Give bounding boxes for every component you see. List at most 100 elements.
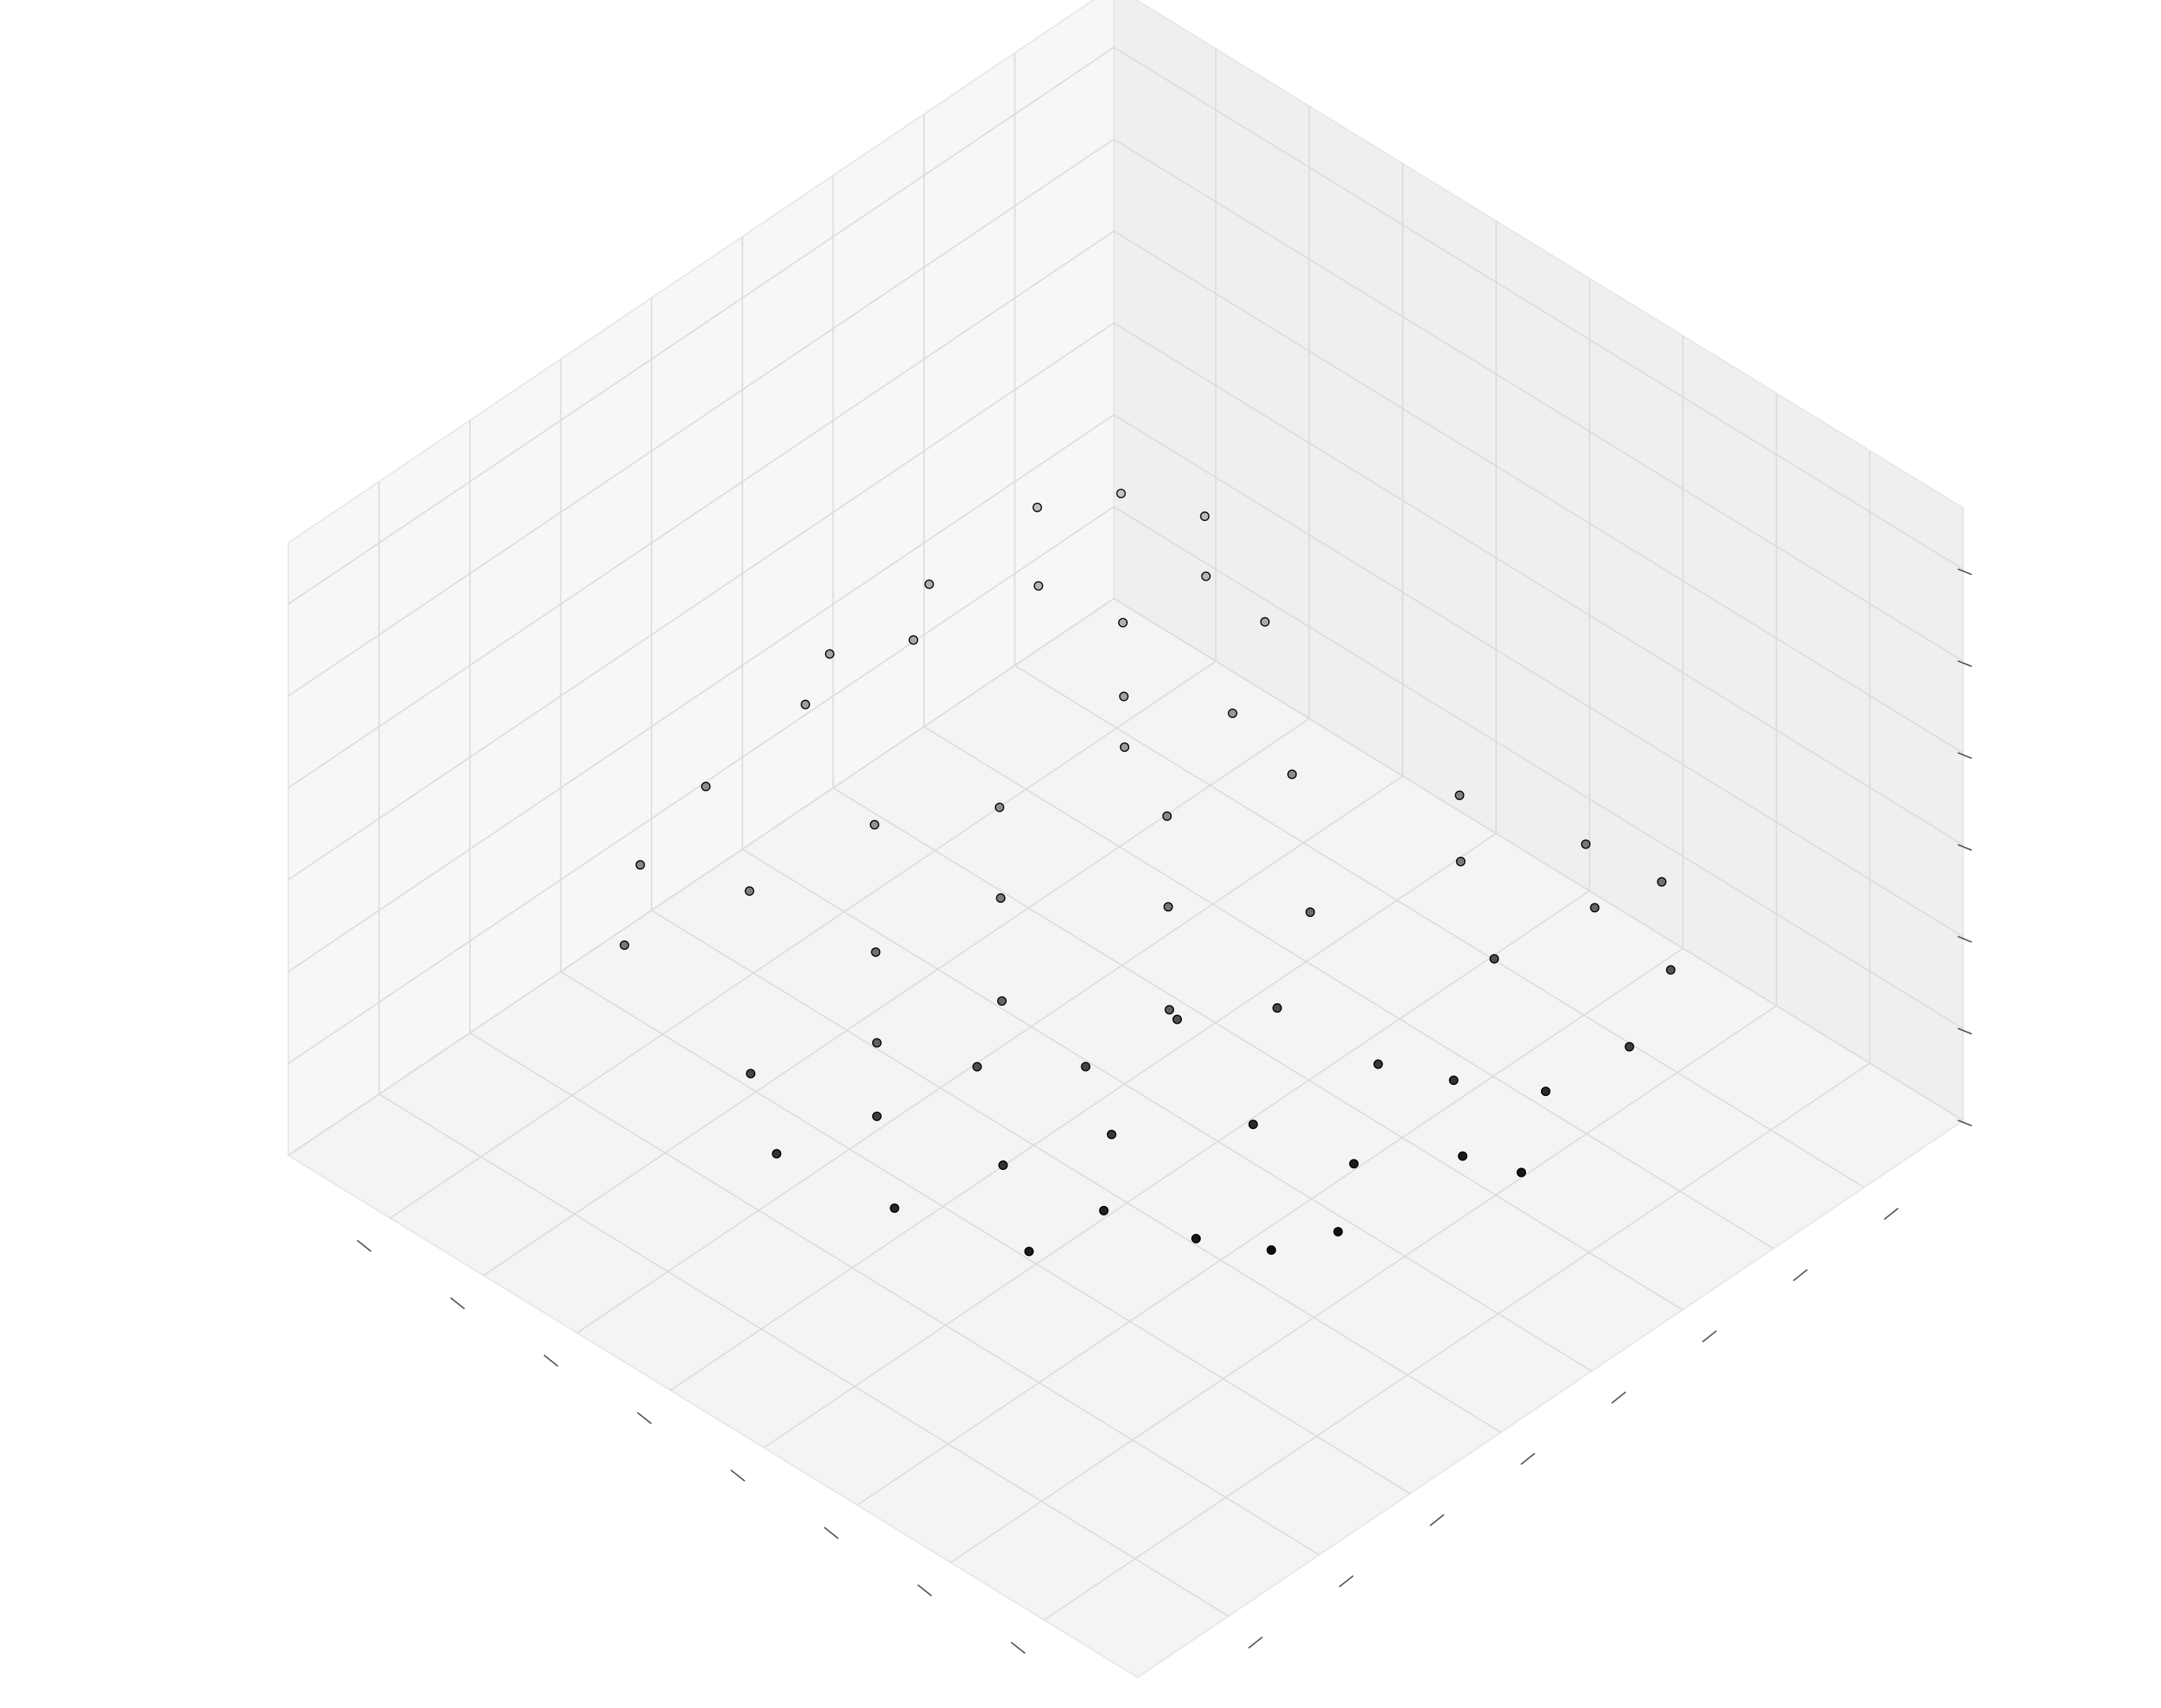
grid-line xyxy=(1114,230,1964,754)
point xyxy=(1162,811,1172,821)
point xyxy=(869,819,879,830)
point xyxy=(1517,1167,1527,1178)
point xyxy=(1590,903,1600,913)
tick-mark xyxy=(356,1239,372,1252)
point xyxy=(1266,1245,1276,1255)
point xyxy=(1032,502,1043,512)
point xyxy=(1099,1205,1109,1215)
tick-mark xyxy=(1702,1330,1717,1343)
grid-line xyxy=(857,947,1684,1506)
tick-mark xyxy=(1338,1574,1354,1588)
tick-mark xyxy=(1884,1208,1899,1220)
grid-line xyxy=(1114,414,1964,938)
point xyxy=(1666,965,1676,975)
grid-line xyxy=(482,717,1310,1277)
grid-line xyxy=(288,598,1115,1156)
point xyxy=(1305,907,1315,918)
point xyxy=(1191,1233,1202,1244)
tick-mark xyxy=(1011,1641,1026,1655)
point xyxy=(1333,1226,1343,1237)
point xyxy=(998,1160,1008,1171)
grid-line xyxy=(1014,665,1865,1189)
point xyxy=(1033,581,1044,591)
point xyxy=(996,893,1006,903)
point xyxy=(1373,1059,1383,1069)
point xyxy=(1458,1151,1468,1161)
point xyxy=(1172,1014,1183,1024)
point xyxy=(1200,511,1210,522)
grid-line xyxy=(288,414,1115,973)
point xyxy=(1201,571,1211,581)
grid-line xyxy=(576,775,1403,1334)
point xyxy=(1227,708,1238,718)
point xyxy=(1248,1120,1258,1130)
point xyxy=(1117,618,1128,628)
point xyxy=(1260,617,1270,627)
point xyxy=(744,886,754,896)
tick-mark xyxy=(637,1412,652,1424)
point xyxy=(619,940,629,950)
point xyxy=(1657,877,1667,887)
grid-line xyxy=(560,970,1411,1494)
tick-mark xyxy=(917,1584,933,1597)
point xyxy=(1080,1061,1091,1072)
grid-line xyxy=(1114,506,1964,1030)
tick-mark xyxy=(1611,1391,1627,1404)
grid-line xyxy=(288,46,1115,605)
point xyxy=(1119,691,1129,702)
point xyxy=(1163,902,1173,912)
grid-line xyxy=(288,138,1115,697)
tick-mark xyxy=(1792,1269,1808,1281)
tick-mark xyxy=(543,1354,559,1367)
grid-line xyxy=(923,726,1774,1250)
point xyxy=(1580,839,1591,849)
grid xyxy=(288,46,1964,1621)
tick-mark xyxy=(1957,752,1972,760)
point xyxy=(635,859,645,870)
point xyxy=(824,649,835,659)
point xyxy=(1287,769,1297,779)
tick-mark xyxy=(1957,936,1972,943)
point xyxy=(1272,1002,1282,1013)
points xyxy=(619,489,1676,1256)
point xyxy=(1448,1075,1458,1086)
point xyxy=(701,782,711,792)
point xyxy=(1165,1005,1175,1015)
grid-line xyxy=(1114,322,1964,846)
point xyxy=(1540,1087,1550,1097)
grid-line xyxy=(1114,138,1964,662)
tick-mark xyxy=(1520,1453,1535,1465)
point xyxy=(972,1061,982,1072)
grid-line xyxy=(1114,598,1964,1122)
grid-line xyxy=(1114,46,1964,570)
point xyxy=(1106,1129,1117,1140)
point xyxy=(1455,856,1466,867)
point xyxy=(996,996,1007,1006)
point xyxy=(871,1111,882,1121)
tick-mark xyxy=(1957,568,1972,576)
tick-mark xyxy=(1957,1028,1972,1035)
point xyxy=(1120,742,1130,753)
point xyxy=(1024,1246,1034,1256)
panes xyxy=(287,0,1965,1679)
grid-line xyxy=(288,506,1115,1065)
grid-line xyxy=(378,1093,1229,1617)
point xyxy=(871,947,881,957)
tick-mark xyxy=(1957,1120,1972,1127)
grid-line xyxy=(950,1005,1778,1563)
tick-mark xyxy=(1957,660,1972,668)
tick-mark xyxy=(1248,1636,1264,1649)
tick-mark xyxy=(824,1527,839,1539)
point xyxy=(1489,954,1499,964)
grid-line xyxy=(390,660,1216,1219)
point xyxy=(772,1149,782,1159)
point xyxy=(800,699,810,709)
point xyxy=(908,635,919,645)
grid-line xyxy=(763,890,1590,1449)
tick-mark xyxy=(449,1297,465,1310)
tick-mark xyxy=(1429,1514,1445,1527)
point xyxy=(1348,1159,1359,1169)
point xyxy=(1624,1042,1635,1052)
